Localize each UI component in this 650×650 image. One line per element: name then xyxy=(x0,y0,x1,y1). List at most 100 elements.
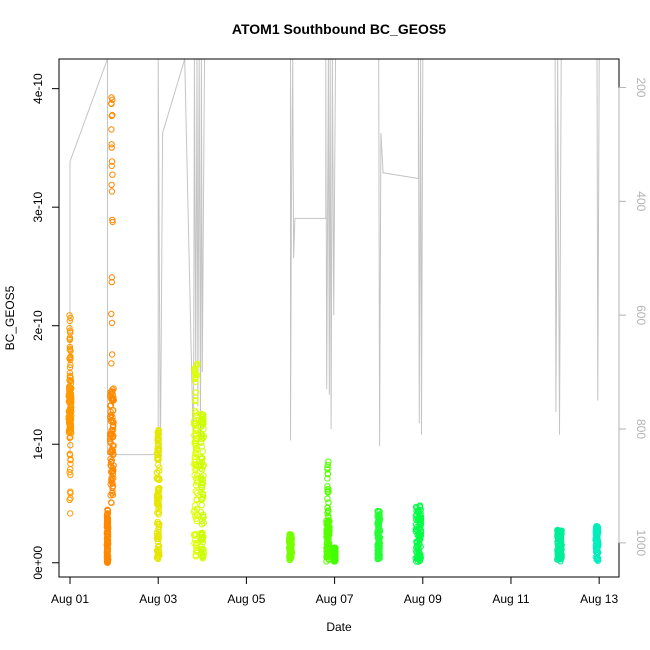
data-point xyxy=(66,469,73,476)
data-point xyxy=(108,144,115,151)
data-point xyxy=(197,529,205,537)
data-point xyxy=(155,528,162,536)
data-point xyxy=(198,517,206,525)
data-point xyxy=(153,474,161,482)
data-point xyxy=(555,547,562,554)
data-point xyxy=(68,398,75,405)
data-point xyxy=(108,100,115,108)
data-point xyxy=(156,464,163,471)
data-point xyxy=(416,504,424,511)
data-point xyxy=(331,555,338,562)
data-point xyxy=(412,503,420,511)
data-point xyxy=(194,435,201,443)
data-point xyxy=(193,489,201,497)
data-point xyxy=(67,374,74,381)
y2-tick-label: 200 xyxy=(634,77,648,97)
data-point xyxy=(155,508,163,516)
data-point xyxy=(67,510,74,517)
data-point xyxy=(197,460,205,467)
y2-tick-label: 400 xyxy=(634,191,648,211)
data-point xyxy=(155,502,163,509)
data-point xyxy=(66,312,73,319)
data-point xyxy=(374,519,381,527)
data-point xyxy=(66,346,74,354)
data-point xyxy=(154,532,161,540)
data-point xyxy=(107,402,114,410)
data-point xyxy=(67,442,74,449)
data-point xyxy=(154,446,161,453)
data-point xyxy=(324,461,331,468)
data-point xyxy=(197,531,205,539)
data-point xyxy=(66,405,74,412)
x-tick-label: Aug 03 xyxy=(139,592,177,606)
data-point xyxy=(109,480,116,487)
y-axis-label: BC_GEOS5 xyxy=(3,285,17,350)
data-point xyxy=(108,310,115,318)
data-point xyxy=(324,483,331,490)
data-point xyxy=(192,488,200,495)
data-point xyxy=(191,417,198,425)
data-point xyxy=(593,529,601,536)
data-point xyxy=(417,553,424,560)
data-point xyxy=(108,181,115,189)
data-point xyxy=(109,468,116,475)
data-point xyxy=(199,494,207,501)
data-point xyxy=(594,538,601,545)
data-point xyxy=(192,378,199,385)
data-point xyxy=(192,389,200,396)
data-point xyxy=(197,536,205,543)
y-axis: 0e+00 1e-10 2e-10 3e-10 4e-10 xyxy=(31,73,60,580)
data-point xyxy=(199,552,206,560)
data-point xyxy=(191,459,198,466)
data-point xyxy=(108,459,115,466)
data-point xyxy=(104,510,112,517)
data-point xyxy=(199,466,206,473)
data-point xyxy=(192,374,199,382)
data-point xyxy=(325,486,332,493)
data-point xyxy=(324,543,331,551)
data-point xyxy=(200,421,207,428)
data-point xyxy=(154,520,161,527)
data-point xyxy=(594,550,601,557)
y2-tick-label: 1000 xyxy=(634,529,648,556)
y-tick-label: 4e-10 xyxy=(31,73,45,104)
data-point xyxy=(108,274,116,281)
data-point xyxy=(198,502,205,509)
y-tick-label: 3e-10 xyxy=(31,192,45,223)
data-point xyxy=(197,465,205,472)
data-point xyxy=(325,458,332,465)
data-point xyxy=(325,499,332,506)
data-point xyxy=(66,396,73,404)
data-point xyxy=(200,514,207,521)
data-point xyxy=(593,549,600,556)
data-point xyxy=(108,126,115,133)
data-point xyxy=(108,430,115,437)
data-point xyxy=(66,391,73,398)
data-point xyxy=(374,530,382,537)
x-tick-label: Aug 09 xyxy=(404,592,442,606)
data-point xyxy=(200,415,207,422)
x-tick-label: Aug 01 xyxy=(51,592,89,606)
y-tick-label: 0e+00 xyxy=(31,546,45,580)
data-point xyxy=(154,429,161,436)
y-tick-label: 2e-10 xyxy=(31,310,45,341)
data-point xyxy=(199,448,207,455)
data-point xyxy=(191,407,199,414)
data-point xyxy=(198,459,206,466)
data-point xyxy=(558,541,565,549)
data-point xyxy=(66,369,74,377)
data-point xyxy=(104,518,112,526)
data-point xyxy=(108,158,116,165)
x-tick-label: Aug 05 xyxy=(227,592,265,606)
data-point xyxy=(192,397,199,405)
plot-frame xyxy=(58,58,620,578)
data-point xyxy=(109,171,116,178)
data-point xyxy=(108,141,115,148)
data-point xyxy=(374,513,381,520)
data-point xyxy=(414,527,421,534)
data-point xyxy=(375,555,383,562)
x-tick-label: Aug 11 xyxy=(492,592,529,606)
secondary-trace-line xyxy=(69,59,600,464)
data-point xyxy=(154,487,162,494)
data-point xyxy=(594,557,602,564)
